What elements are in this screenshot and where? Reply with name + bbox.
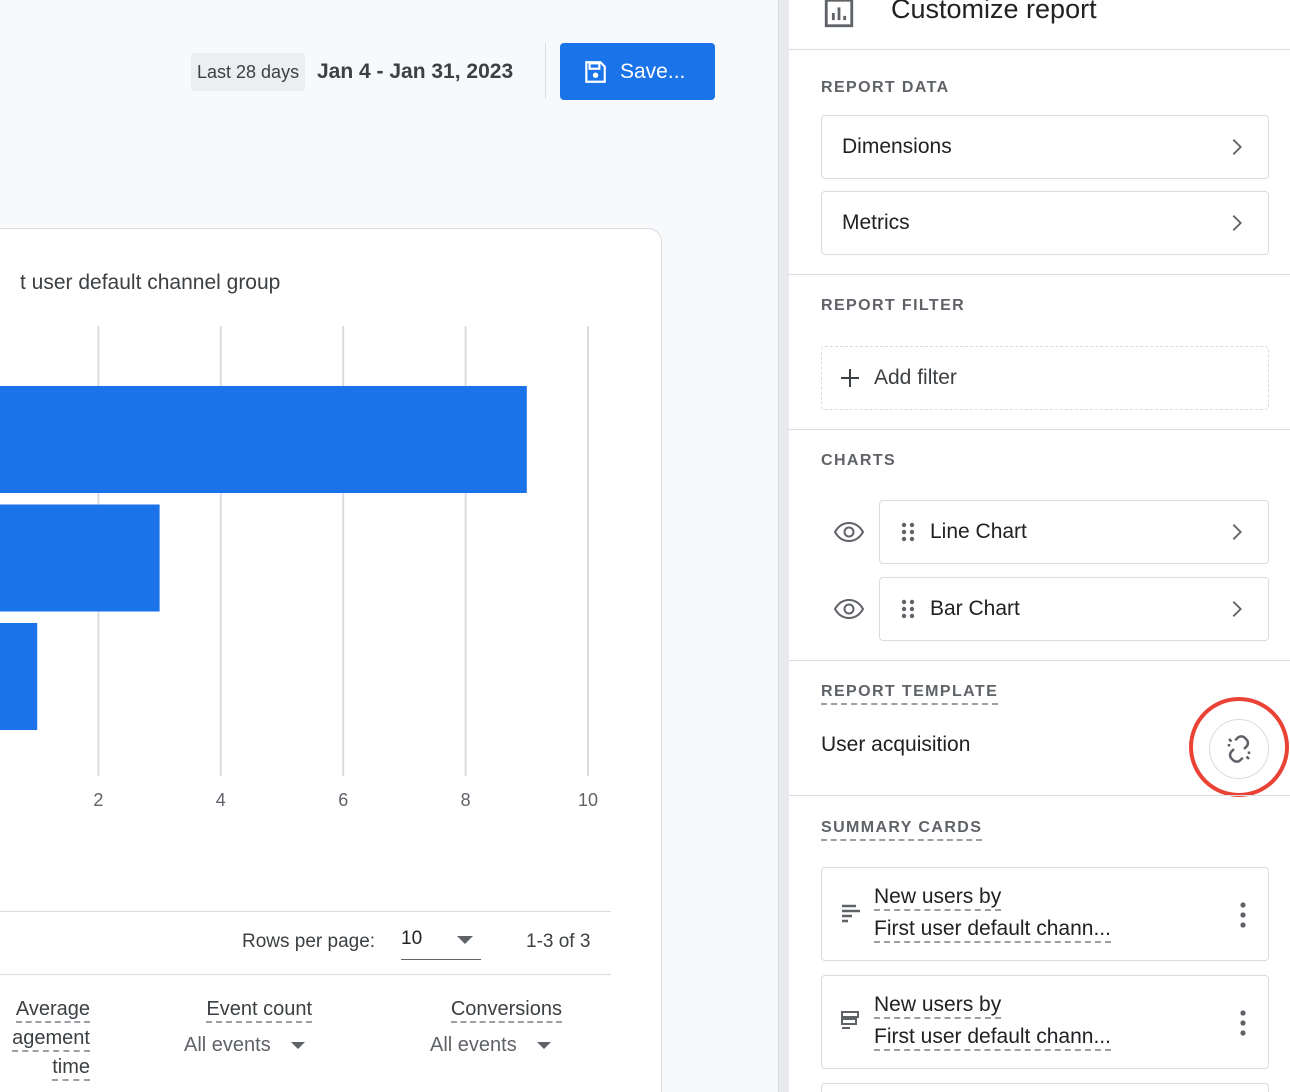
pagination-status: 1-3 of 3	[526, 931, 591, 952]
metrics-row[interactable]: Metrics	[821, 191, 1269, 255]
save-button[interactable]: Save...	[560, 43, 715, 100]
summary-card[interactable]: New users by First user default chann...	[821, 975, 1269, 1069]
chart-item-bar-chart[interactable]: Bar Chart	[879, 577, 1269, 641]
save-icon	[585, 60, 606, 83]
rows-per-page-value: 10	[401, 928, 423, 949]
more-vert-icon[interactable]	[1240, 1010, 1246, 1036]
column-header-line: Conversions	[450, 998, 562, 1023]
drag-handle-icon[interactable]	[900, 598, 916, 620]
table-header-divider	[0, 974, 611, 975]
section-label-charts: CHARTS	[821, 452, 897, 469]
section-label-report-filter: REPORT FILTER	[821, 297, 966, 314]
dimensions-row[interactable]: Dimensions	[821, 115, 1269, 179]
caret-down-icon	[536, 1042, 551, 1049]
chevron-right-icon	[1232, 139, 1242, 155]
rows-per-page-label: Rows per page:	[242, 931, 376, 952]
section-label-report-data: REPORT DATA	[821, 79, 950, 96]
section-divider	[789, 429, 1290, 430]
chart-item-label: Bar Chart	[930, 597, 1020, 620]
report-chart-icon	[824, 0, 854, 28]
column-header-line: time	[52, 1056, 90, 1081]
save-button-label: Save...	[620, 59, 686, 83]
bar-chart-svg: 2 4 6 8 10	[0, 326, 598, 810]
chart-title: t user default channel group	[20, 271, 281, 294]
metrics-label: Metrics	[842, 211, 910, 234]
bar-chart: 2 4 6 8 10	[0, 320, 620, 825]
x-tick-label: 10	[578, 790, 598, 810]
column-header-conversions[interactable]: Conversions	[450, 998, 562, 1023]
column-header-line: agement	[12, 1027, 90, 1052]
column-header-line: Average	[15, 998, 90, 1023]
section-divider	[789, 660, 1290, 661]
x-tick-label: 4	[216, 790, 226, 810]
bar[interactable]	[0, 623, 38, 730]
scrollbar[interactable]	[778, 0, 789, 1092]
bar[interactable]	[0, 504, 160, 612]
rows-per-page-select[interactable]: 10	[401, 924, 481, 960]
chart-item-label: Line Chart	[930, 520, 1027, 543]
column-header-avg-engagement[interactable]: Average agement time	[12, 998, 90, 1081]
column-header-line: Event count	[206, 998, 312, 1023]
section-divider	[789, 795, 1290, 796]
template-name: User acquisition	[821, 733, 971, 756]
unlink-template-button[interactable]	[1209, 719, 1269, 779]
eye-icon[interactable]	[833, 598, 865, 620]
date-preset-chip[interactable]: Last 28 days	[191, 53, 306, 91]
event-count-filter-select[interactable]: All events	[184, 1034, 305, 1057]
conversions-filter-select[interactable]: All events	[430, 1034, 551, 1057]
caret-down-icon	[457, 936, 473, 944]
bar-chart-icon	[842, 904, 860, 923]
summary-card[interactable]: New users by First user default chann...	[821, 867, 1269, 961]
section-label-report-template: REPORT TEMPLATE	[821, 683, 999, 705]
bar[interactable]	[0, 386, 527, 493]
x-tick-label: 6	[338, 790, 348, 810]
table-top-divider	[0, 911, 611, 912]
drag-handle-icon[interactable]	[900, 521, 916, 543]
summary-card-subtitle: First user default chann...	[874, 1025, 1111, 1051]
plus-icon	[841, 369, 859, 387]
section-label-summary-cards: SUMMARY CARDS	[821, 819, 983, 841]
table-chart-icon	[841, 1011, 859, 1029]
toolbar-divider	[545, 43, 546, 99]
customize-report-panel: Customize report REPORT DATA Dimensions …	[789, 0, 1290, 1092]
chevron-right-icon	[1232, 524, 1242, 540]
report-area: Last 28 days Jan 4 - Jan 31, 2023 Save..…	[0, 43, 715, 1092]
add-filter-button[interactable]: Add filter	[821, 346, 1269, 410]
x-tick-label: 2	[93, 790, 103, 810]
dimensions-label: Dimensions	[842, 135, 952, 158]
eye-icon[interactable]	[833, 521, 865, 543]
section-divider	[789, 274, 1290, 275]
chart-item-line-chart[interactable]: Line Chart	[879, 500, 1269, 564]
chevron-right-icon	[1232, 601, 1242, 617]
date-range-picker[interactable]: Jan 4 - Jan 31, 2023	[317, 60, 514, 83]
summary-card-title: New users by	[874, 885, 1002, 911]
add-filter-label: Add filter	[874, 366, 957, 389]
x-tick-label: 8	[461, 790, 471, 810]
event-filter-value: All events	[184, 1034, 271, 1056]
chevron-right-icon	[1232, 215, 1242, 231]
summary-card[interactable]	[821, 1083, 1269, 1092]
chart-card	[0, 228, 662, 1092]
link-off-icon	[1227, 735, 1251, 763]
summary-card-subtitle: First user default chann...	[874, 917, 1111, 943]
panel-header: Customize report	[789, 0, 1290, 50]
more-vert-icon[interactable]	[1240, 902, 1246, 928]
summary-card-title: New users by	[874, 993, 1002, 1019]
column-header-event-count[interactable]: Event count	[206, 998, 312, 1023]
conversion-filter-value: All events	[430, 1034, 517, 1056]
panel-title: Customize report	[891, 0, 1097, 24]
caret-down-icon	[290, 1042, 305, 1049]
